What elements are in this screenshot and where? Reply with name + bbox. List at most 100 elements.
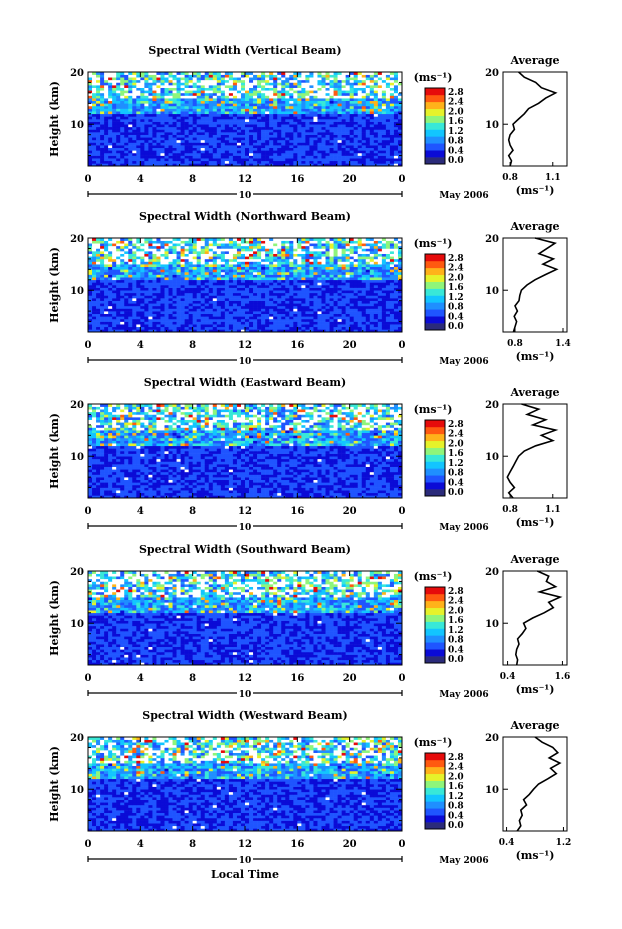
heatmap-cell [353, 100, 359, 104]
heatmap-cell [120, 111, 125, 115]
heatmap-cell [184, 282, 189, 286]
heatmap-cell [108, 316, 113, 320]
heatmap-cell [265, 124, 270, 128]
heatmap-cell [168, 326, 173, 330]
heatmap-cell [216, 295, 222, 299]
heatmap-cell [148, 145, 153, 149]
heatmap-cell [389, 316, 395, 320]
heatmap-cell [325, 145, 330, 149]
heatmap-cell [325, 124, 330, 128]
heatmap-cell [204, 85, 210, 88]
heatmap-cell [152, 142, 157, 146]
heatmap-cell [192, 95, 197, 99]
heatmap-cell [297, 290, 302, 294]
heatmap-cell [333, 318, 338, 322]
heatmap-cell [381, 145, 387, 149]
heatmap-cell [236, 285, 242, 288]
heatmap-cell [204, 150, 210, 154]
heatmap-cell [180, 269, 185, 273]
heatmap-cell [200, 264, 206, 268]
heatmap-cell [124, 277, 129, 281]
heatmap-cell [317, 158, 322, 162]
heatmap-cell [228, 95, 234, 99]
heatmap-cell [212, 274, 218, 278]
heatmap-cell [361, 116, 367, 120]
heatmap-cell [240, 303, 246, 307]
heatmap-cell [140, 318, 145, 322]
heatmap-cell [389, 103, 395, 107]
heatmap-cell [293, 145, 298, 149]
heatmap-cell [180, 72, 185, 75]
heatmap-cell [277, 163, 282, 167]
heatmap-cell [341, 290, 346, 294]
heatmap-cell [317, 129, 322, 133]
heatmap-cell [357, 274, 363, 278]
heatmap-cell [224, 285, 230, 288]
heatmap-cell [269, 95, 274, 99]
heatmap-cell [289, 271, 294, 275]
heatmap-cell [369, 274, 375, 278]
heatmap-cell [108, 329, 113, 333]
heatmap-cell [281, 303, 286, 307]
heatmap-cell [273, 87, 278, 91]
heatmap-cell [265, 324, 270, 328]
heatmap-cell [172, 124, 177, 128]
y-axis-label: Height (km) [48, 81, 61, 157]
heatmap-cell [240, 113, 246, 117]
heatmap-cell [305, 300, 310, 304]
heatmap-cell [168, 274, 173, 278]
heatmap-cell [381, 298, 387, 301]
heatmap-cell [289, 124, 294, 128]
heatmap-cell [128, 266, 133, 270]
heatmap-cell [108, 121, 113, 125]
heatmap-cell [281, 266, 286, 270]
heatmap-cell [120, 290, 125, 294]
heatmap-cell [365, 150, 371, 154]
heatmap-cell [192, 163, 197, 167]
heatmap-cell [317, 119, 322, 122]
heatmap-cell [200, 98, 206, 102]
heatmap-cell [265, 74, 270, 78]
heatmap-cell [232, 298, 238, 301]
heatmap-cell [289, 77, 294, 81]
heatmap-cell [236, 282, 242, 286]
heatmap-cell [293, 160, 298, 164]
heatmap-cell [160, 313, 165, 317]
heatmap-cell [140, 77, 145, 81]
heatmap-cell [200, 158, 206, 162]
heatmap-cell [345, 79, 350, 83]
heatmap-cell [168, 105, 173, 109]
heatmap-cell [112, 261, 117, 265]
heatmap-cell [88, 85, 93, 88]
heatmap-cell [269, 316, 274, 320]
heatmap-cell [389, 326, 395, 330]
heatmap-cell [301, 324, 306, 328]
heatmap-cell [228, 147, 234, 151]
heatmap-cell [273, 160, 278, 164]
heatmap-cell [112, 264, 117, 268]
heatmap-cell [148, 85, 153, 88]
heatmap-cell [228, 277, 234, 281]
heatmap-cell [124, 124, 129, 128]
heatmap-cell [224, 142, 230, 146]
heatmap-cell [329, 87, 334, 91]
heatmap-cell [136, 77, 141, 81]
heatmap-cell [393, 85, 399, 88]
heatmap-cell [92, 100, 97, 104]
heatmap-cell [261, 321, 266, 325]
heatmap-cell [164, 269, 169, 273]
heatmap-cell [164, 116, 169, 120]
heatmap-cell [269, 321, 274, 325]
heatmap-cell [104, 113, 109, 117]
heatmap-cell [357, 119, 363, 122]
heatmap-cell [156, 274, 161, 278]
heatmap-cell [313, 126, 318, 130]
heatmap-cell [100, 308, 105, 312]
heatmap-cell [92, 303, 97, 307]
heatmap-cell [321, 147, 326, 151]
heatmap-cell [100, 158, 105, 162]
heatmap-cell [152, 116, 157, 120]
heatmap-cell [156, 145, 161, 149]
heatmap-cell [176, 298, 181, 301]
heatmap-cell [369, 142, 375, 146]
